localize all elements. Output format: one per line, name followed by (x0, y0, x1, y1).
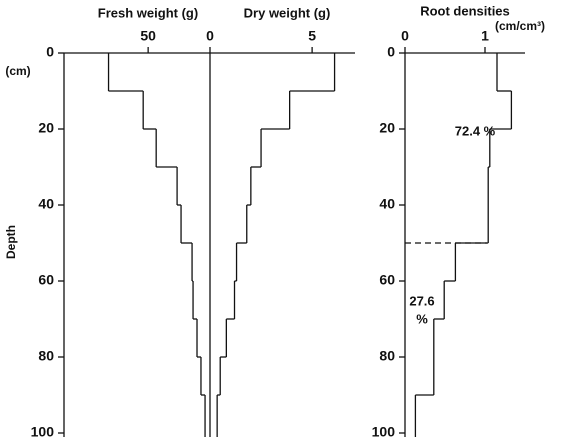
y-tick-label: 80 (379, 348, 395, 364)
y-unit: (cm) (5, 64, 30, 78)
y-tick-label: 80 (38, 348, 54, 364)
x-tick-label: 0 (401, 28, 409, 44)
y-axis-title: Depth (4, 225, 18, 259)
y-tick-label: 0 (387, 44, 395, 60)
x-tick-label: 0 (206, 28, 214, 44)
x-tick-label: 1 (481, 28, 489, 44)
y-tick-label: 60 (38, 272, 54, 288)
annotation: 72.4 % (455, 123, 496, 138)
y-tick-label: 0 (46, 44, 54, 60)
y-tick-label: 40 (379, 196, 395, 212)
y-tick-label: 20 (38, 120, 54, 136)
y-tick-label: 20 (379, 120, 395, 136)
y-tick-label: 40 (38, 196, 54, 212)
x-tick-label: 50 (140, 28, 156, 44)
y-tick-label: 100 (372, 424, 396, 440)
axis-title: Dry weight (g) (244, 5, 331, 20)
axis-unit: (cm/cm³) (495, 19, 545, 33)
y-tick-label: 60 (379, 272, 395, 288)
y-tick-label: 100 (31, 424, 55, 440)
annotation: 27.6 (409, 293, 434, 308)
x-tick-label: 5 (308, 28, 316, 44)
axis-title: Root densities (420, 3, 510, 18)
axis-title: Fresh weight (g) (98, 5, 198, 20)
annotation: % (416, 311, 428, 326)
